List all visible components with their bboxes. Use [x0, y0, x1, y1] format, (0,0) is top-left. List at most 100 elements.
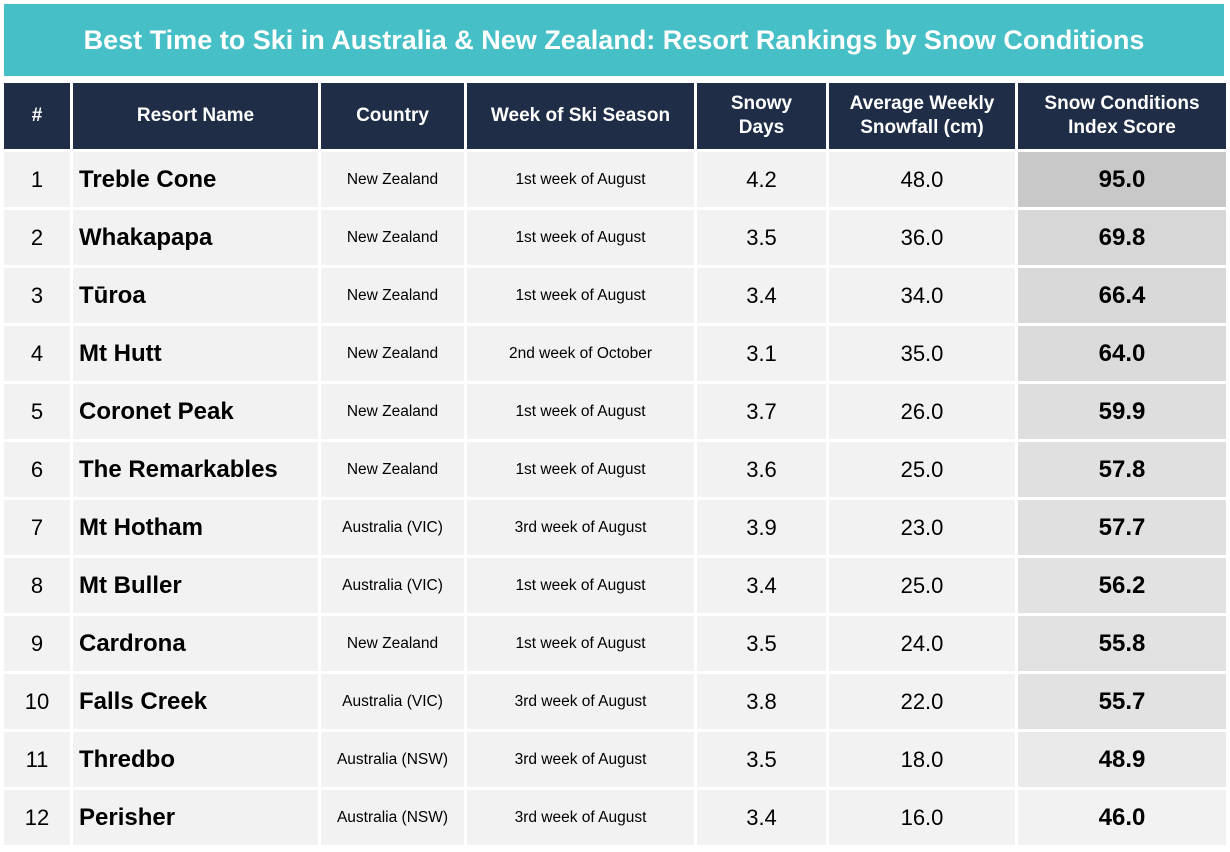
header-resort-name: Resort Name [73, 83, 318, 149]
snowfall-cell: 24.0 [829, 616, 1015, 671]
snowy-days-cell: 3.5 [697, 210, 826, 265]
country-cell: Australia (VIC) [321, 500, 464, 555]
resort-name: Treble Cone [73, 152, 318, 207]
score-cell: 69.8 [1018, 210, 1226, 265]
table-row: 4 Mt Hutt New Zealand 2nd week of October 3.… [4, 326, 1226, 381]
rankings-table: # Resort Name Country Week of Ski Season… [1, 80, 1229, 848]
resort-name: Tūroa [73, 268, 318, 323]
table-row: 2 Whakapapa New Zealand 1st week of August 3… [4, 210, 1226, 265]
snowfall-cell: 16.0 [829, 790, 1015, 845]
week-cell: 1st week of August [467, 210, 694, 265]
country-cell: New Zealand [321, 326, 464, 381]
table-body: 1 Treble Cone New Zealand 1st week of Augus… [4, 152, 1226, 845]
resort-name: Cardrona [73, 616, 318, 671]
snowfall-cell: 25.0 [829, 442, 1015, 497]
snowy-days-cell: 3.5 [697, 732, 826, 787]
table-row: 7 Mt Hotham Australia (VIC) 3rd week of Aug… [4, 500, 1226, 555]
snowfall-cell: 18.0 [829, 732, 1015, 787]
snowy-days-cell: 3.9 [697, 500, 826, 555]
score-cell: 64.0 [1018, 326, 1226, 381]
rank-cell: 11 [4, 732, 70, 787]
week-cell: 1st week of August [467, 616, 694, 671]
snowy-days-cell: 3.5 [697, 616, 826, 671]
table-row: 11 Thredbo Australia (NSW) 3rd week of Augu… [4, 732, 1226, 787]
rank-cell: 3 [4, 268, 70, 323]
header-country: Country [321, 83, 464, 149]
country-cell: Australia (VIC) [321, 674, 464, 729]
resort-name: Mt Buller [73, 558, 318, 613]
header-row: # Resort Name Country Week of Ski Season… [4, 83, 1226, 149]
header-snowfall: Average Weekly Snowfall (cm) [829, 83, 1015, 149]
country-cell: New Zealand [321, 442, 464, 497]
week-cell: 3rd week of August [467, 732, 694, 787]
header-score: Snow Conditions Index Score [1018, 83, 1226, 149]
table-row: 8 Mt Buller Australia (VIC) 1st week of Aug… [4, 558, 1226, 613]
country-cell: New Zealand [321, 210, 464, 265]
score-cell: 55.7 [1018, 674, 1226, 729]
score-cell: 46.0 [1018, 790, 1226, 845]
score-cell: 57.8 [1018, 442, 1226, 497]
country-cell: New Zealand [321, 384, 464, 439]
score-cell: 59.9 [1018, 384, 1226, 439]
snowy-days-cell: 3.4 [697, 790, 826, 845]
resort-name: Perisher [73, 790, 318, 845]
rank-cell: 12 [4, 790, 70, 845]
snowfall-cell: 23.0 [829, 500, 1015, 555]
snowfall-cell: 22.0 [829, 674, 1015, 729]
rank-cell: 7 [4, 500, 70, 555]
snowfall-cell: 25.0 [829, 558, 1015, 613]
snowfall-cell: 35.0 [829, 326, 1015, 381]
week-cell: 1st week of August [467, 384, 694, 439]
snowy-days-cell: 3.4 [697, 558, 826, 613]
snowfall-cell: 36.0 [829, 210, 1015, 265]
country-cell: New Zealand [321, 268, 464, 323]
score-cell: 95.0 [1018, 152, 1226, 207]
rank-cell: 8 [4, 558, 70, 613]
week-cell: 1st week of August [467, 268, 694, 323]
header-week: Week of Ski Season [467, 83, 694, 149]
score-cell: 57.7 [1018, 500, 1226, 555]
table-row: 1 Treble Cone New Zealand 1st week of Augus… [4, 152, 1226, 207]
snowy-days-cell: 3.1 [697, 326, 826, 381]
snowy-days-cell: 3.4 [697, 268, 826, 323]
rank-cell: 1 [4, 152, 70, 207]
table-row: 5 Coronet Peak New Zealand 1st week of Augu… [4, 384, 1226, 439]
rank-cell: 2 [4, 210, 70, 265]
score-cell: 55.8 [1018, 616, 1226, 671]
resort-name: Falls Creek [73, 674, 318, 729]
country-cell: Australia (NSW) [321, 732, 464, 787]
score-cell: 66.4 [1018, 268, 1226, 323]
week-cell: 1st week of August [467, 152, 694, 207]
snowy-days-cell: 4.2 [697, 152, 826, 207]
score-cell: 56.2 [1018, 558, 1226, 613]
country-cell: New Zealand [321, 616, 464, 671]
resort-name: Coronet Peak [73, 384, 318, 439]
snowy-days-cell: 3.6 [697, 442, 826, 497]
week-cell: 3rd week of August [467, 790, 694, 845]
table-row: 6 The Remarkables New Zealand 1st week of A… [4, 442, 1226, 497]
week-cell: 2nd week of October [467, 326, 694, 381]
rank-cell: 4 [4, 326, 70, 381]
rank-cell: 9 [4, 616, 70, 671]
rank-cell: 10 [4, 674, 70, 729]
table-row: 3 Tūroa New Zealand 1st week of August 3.4 34… [4, 268, 1226, 323]
resort-name: Thredbo [73, 732, 318, 787]
resort-name: Mt Hutt [73, 326, 318, 381]
table-row: 12 Perisher Australia (NSW) 3rd week of Aug… [4, 790, 1226, 845]
snowy-days-cell: 3.7 [697, 384, 826, 439]
rank-cell: 5 [4, 384, 70, 439]
week-cell: 1st week of August [467, 558, 694, 613]
country-cell: New Zealand [321, 152, 464, 207]
header-snowy-days: Snowy Days [697, 83, 826, 149]
country-cell: Australia (VIC) [321, 558, 464, 613]
rank-cell: 6 [4, 442, 70, 497]
week-cell: 3rd week of August [467, 500, 694, 555]
week-cell: 3rd week of August [467, 674, 694, 729]
header-rank: # [4, 83, 70, 149]
page-title: Best Time to Ski in Australia & New Zeal… [4, 4, 1224, 76]
snowfall-cell: 34.0 [829, 268, 1015, 323]
snowfall-cell: 26.0 [829, 384, 1015, 439]
table-row: 10 Falls Creek Australia (VIC) 3rd week of … [4, 674, 1226, 729]
table-row: 9 Cardrona New Zealand 1st week of August 3.… [4, 616, 1226, 671]
score-cell: 48.9 [1018, 732, 1226, 787]
